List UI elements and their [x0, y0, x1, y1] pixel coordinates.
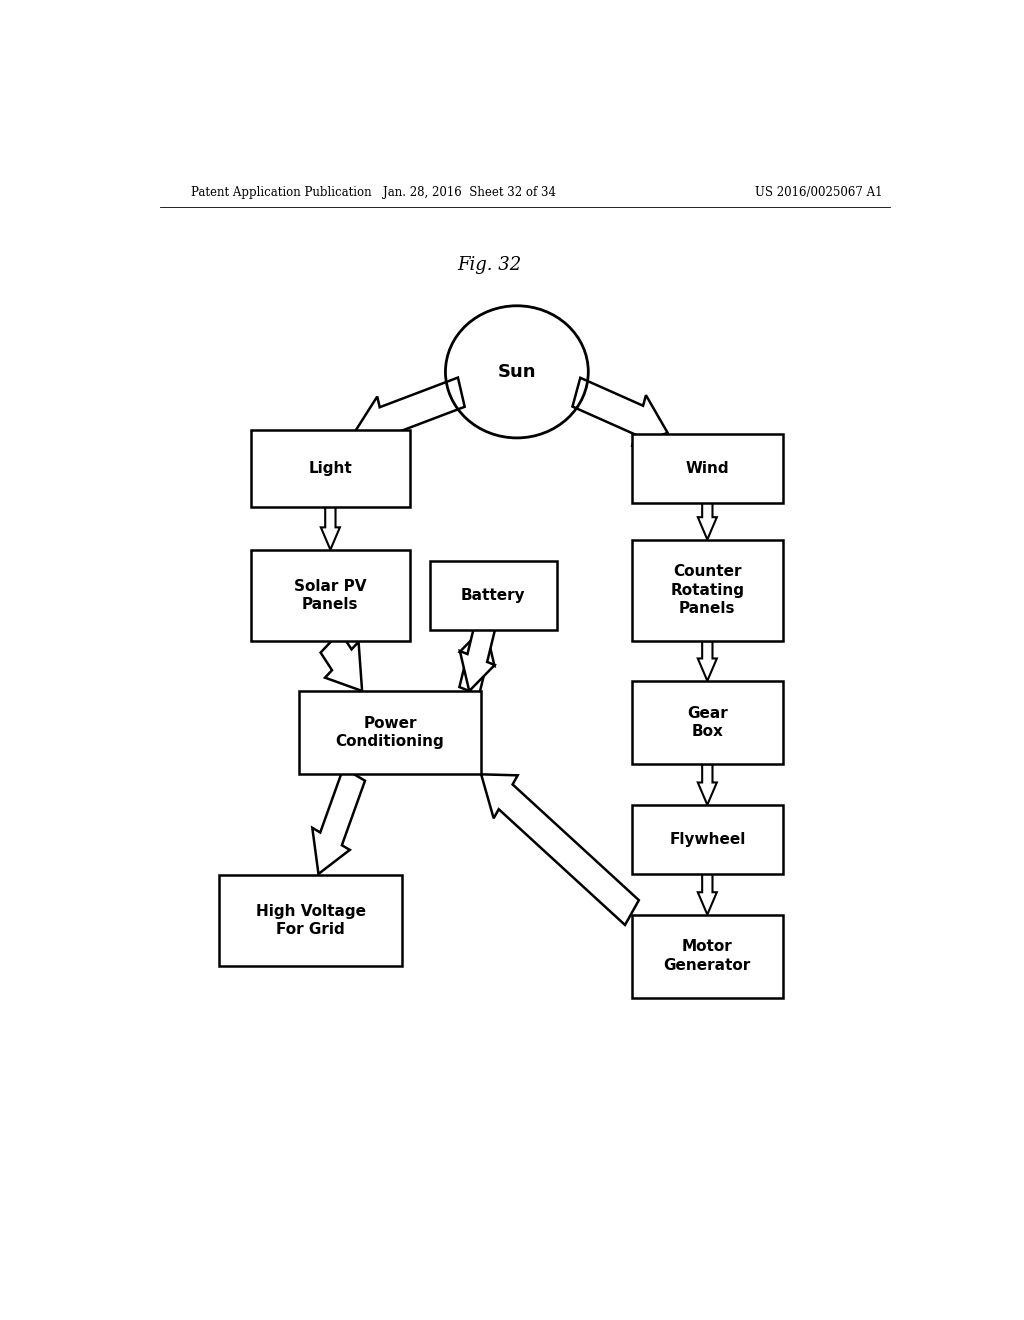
Text: High Voltage
For Grid: High Voltage For Grid [256, 904, 366, 937]
Text: Flywheel: Flywheel [669, 832, 745, 847]
Polygon shape [697, 874, 717, 915]
Text: Patent Application Publication: Patent Application Publication [191, 186, 372, 199]
Text: Fig. 32: Fig. 32 [458, 256, 521, 275]
Polygon shape [697, 503, 717, 540]
FancyBboxPatch shape [219, 875, 401, 966]
Polygon shape [481, 775, 639, 925]
Text: Counter
Rotating
Panels: Counter Rotating Panels [671, 564, 744, 616]
Text: Gear
Box: Gear Box [687, 706, 728, 739]
FancyBboxPatch shape [430, 561, 557, 630]
FancyBboxPatch shape [251, 549, 410, 642]
FancyBboxPatch shape [299, 690, 481, 775]
Polygon shape [697, 642, 717, 681]
FancyBboxPatch shape [632, 434, 782, 503]
Text: Wind: Wind [685, 461, 729, 477]
Text: Power
Conditioning: Power Conditioning [336, 715, 444, 750]
Polygon shape [697, 764, 717, 805]
Polygon shape [460, 626, 495, 694]
Polygon shape [354, 378, 465, 447]
Polygon shape [460, 622, 495, 690]
Text: Sun: Sun [498, 363, 537, 381]
Polygon shape [321, 507, 340, 549]
FancyBboxPatch shape [632, 681, 782, 764]
Polygon shape [312, 768, 365, 874]
Polygon shape [572, 378, 668, 445]
FancyBboxPatch shape [632, 540, 782, 642]
Text: US 2016/0025067 A1: US 2016/0025067 A1 [755, 186, 883, 199]
Text: Solar PV
Panels: Solar PV Panels [294, 578, 367, 612]
FancyBboxPatch shape [632, 915, 782, 998]
Text: Battery: Battery [461, 587, 525, 603]
Text: Motor
Generator: Motor Generator [664, 940, 751, 973]
Polygon shape [321, 632, 362, 690]
Text: Jan. 28, 2016  Sheet 32 of 34: Jan. 28, 2016 Sheet 32 of 34 [383, 186, 556, 199]
FancyBboxPatch shape [251, 430, 410, 507]
FancyBboxPatch shape [632, 805, 782, 874]
Text: Light: Light [308, 461, 352, 477]
